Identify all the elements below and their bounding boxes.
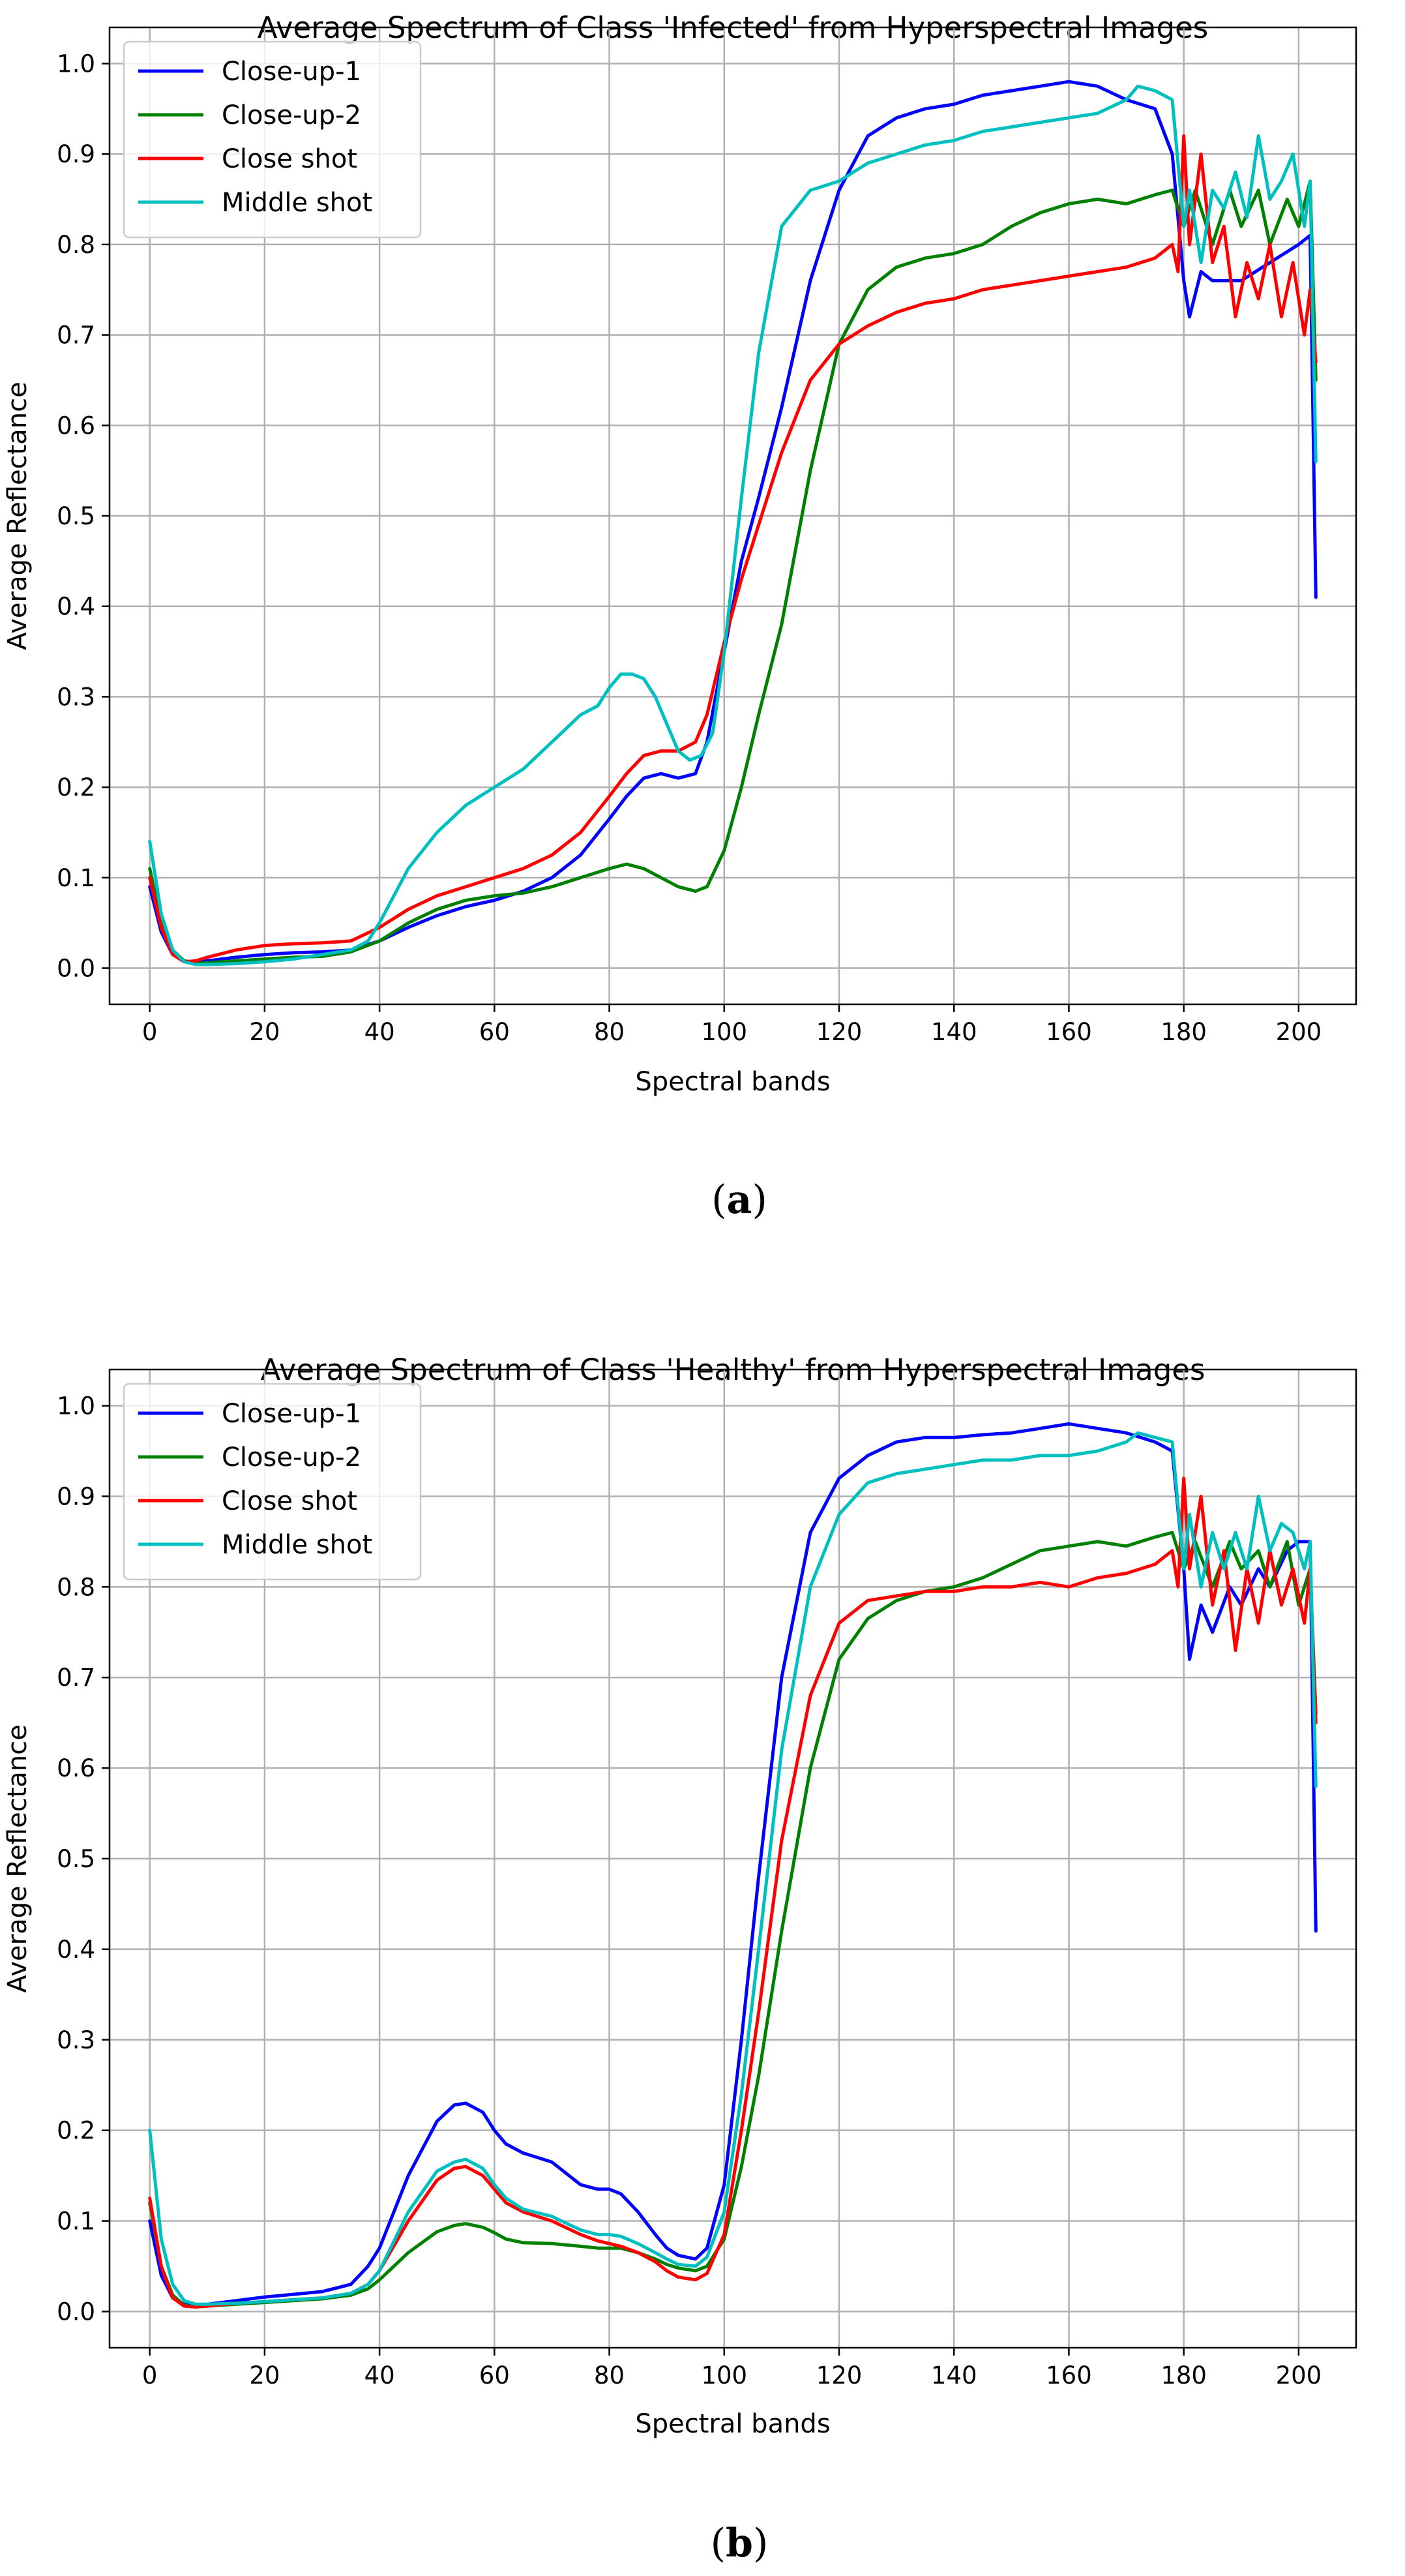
x-tick-label: 200 (1276, 2361, 1322, 2389)
x-tick-label: 120 (816, 1018, 863, 1046)
x-tick-label: 140 (931, 2361, 977, 2389)
legend-label: Close-up-2 (222, 100, 361, 130)
y-tick-label: 0.6 (57, 412, 95, 440)
y-tick-label: 0.9 (57, 140, 95, 168)
caption-letter: a (727, 1177, 752, 1223)
x-axis: 0 20 40 60 80 100 120 140 160 180 200 (142, 2348, 1322, 2389)
y-tick-label: 0.5 (57, 502, 95, 530)
x-tick-label: 20 (249, 2361, 280, 2389)
x-tick-label: 40 (364, 2361, 395, 2389)
y-axis: 0.0 0.1 0.2 0.3 0.4 0.5 0.6 0.7 0.8 0.9 1.0 (57, 50, 110, 983)
series-line-middle-shot (148, 1431, 1318, 2306)
legend: Close-up-1 Close-up-2 Close shot Middle sho… (123, 1383, 422, 1581)
figure-caption: (b) (711, 2521, 769, 2566)
series-line-close-up-1 (148, 1422, 1318, 2308)
legend-box (123, 1383, 422, 1581)
x-tick-label: 100 (701, 2361, 747, 2389)
x-tick-label: 120 (816, 2361, 863, 2389)
x-axis-label: Spectral bands (635, 2409, 830, 2439)
x-tick-label: 0 (142, 2361, 158, 2389)
legend-label: Close-up-2 (222, 1443, 361, 1473)
chart-healthy: Average Spectrum of Class 'Healthy' from… (3, 1353, 1357, 2566)
y-axis: 0.0 0.1 0.2 0.3 0.4 0.5 0.6 0.7 0.8 0.9 1.0 (57, 1392, 110, 2326)
y-tick-label: 0.7 (57, 1664, 95, 1692)
x-tick-label: 40 (364, 1018, 395, 1046)
x-tick-label: 20 (249, 1018, 280, 1046)
x-tick-label: 0 (142, 1018, 158, 1046)
x-axis-label: Spectral bands (635, 1067, 830, 1097)
y-tick-label: 0.3 (57, 683, 95, 711)
y-tick-label: 0.0 (57, 2298, 95, 2326)
figure-caption: (a) (711, 1177, 767, 1223)
y-tick-label: 0.8 (57, 1573, 95, 1601)
y-tick-label: 0.2 (57, 773, 95, 801)
legend-box (123, 40, 422, 239)
series-group (148, 80, 1318, 966)
y-tick-label: 0.4 (57, 1936, 95, 1964)
x-tick-label: 200 (1276, 1018, 1322, 1046)
series-group (148, 1422, 1318, 2309)
y-tick-label: 0.1 (57, 864, 95, 892)
series-line-middle-shot (148, 84, 1318, 966)
y-tick-label: 0.5 (57, 1845, 95, 1873)
legend-label: Close shot (222, 144, 357, 174)
y-axis-label: Average Reflectance (3, 382, 33, 650)
x-tick-label: 80 (594, 2361, 625, 2389)
y-tick-label: 0.8 (57, 231, 95, 259)
x-tick-label: 100 (701, 1018, 747, 1046)
x-tick-label: 60 (479, 2361, 510, 2389)
y-tick-label: 0.7 (57, 322, 95, 350)
x-tick-label: 60 (479, 1018, 510, 1046)
x-tick-label: 160 (1046, 2361, 1092, 2389)
x-tick-label: 160 (1046, 1018, 1092, 1046)
x-axis: 0 20 40 60 80 100 120 140 160 180 200 (142, 1004, 1322, 1046)
x-tick-label: 140 (931, 1018, 977, 1046)
x-tick-label: 180 (1161, 1018, 1207, 1046)
legend-label: Middle shot (222, 188, 372, 218)
y-tick-label: 0.6 (57, 1754, 95, 1782)
legend-label: Close-up-1 (222, 57, 361, 87)
legend-label: Middle shot (222, 1530, 372, 1560)
y-tick-label: 0.4 (57, 593, 95, 621)
y-tick-label: 0.1 (57, 2208, 95, 2236)
y-tick-label: 1.0 (57, 50, 95, 78)
chart-infected: Average Spectrum of Class 'Infected' fro… (3, 10, 1357, 1223)
legend: Close-up-1 Close-up-2 Close shot Middle sho… (123, 40, 422, 239)
x-tick-label: 180 (1161, 2361, 1207, 2389)
caption-letter: b (726, 2521, 753, 2566)
y-tick-label: 0.2 (57, 2117, 95, 2145)
x-tick-label: 80 (594, 1018, 625, 1046)
y-tick-label: 0.0 (57, 955, 95, 983)
legend-label: Close-up-1 (222, 1399, 361, 1429)
legend-label: Close shot (222, 1486, 357, 1516)
y-tick-label: 1.0 (57, 1392, 95, 1420)
y-axis-label: Average Reflectance (3, 1724, 33, 1993)
series-line-close-shot (148, 134, 1318, 964)
y-tick-label: 0.3 (57, 2026, 95, 2054)
y-tick-label: 0.9 (57, 1482, 95, 1510)
